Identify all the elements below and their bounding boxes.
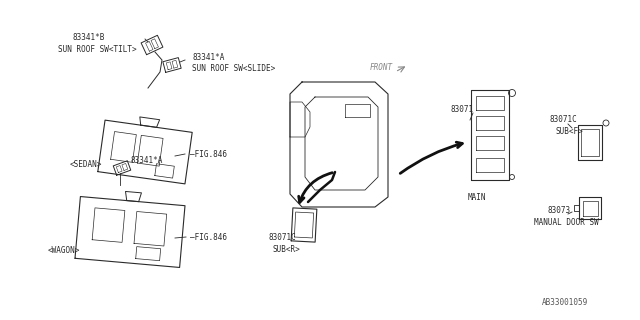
Text: <SEDAN>: <SEDAN> [70,160,102,169]
Text: AB33001059: AB33001059 [542,298,588,307]
Text: SUN ROOF SW<SLIDE>: SUN ROOF SW<SLIDE> [192,64,275,73]
Text: 83071: 83071 [450,105,473,114]
Text: SUB<F>: SUB<F> [556,127,584,136]
Text: 83071C: 83071C [268,233,296,242]
Text: <WAGON>: <WAGON> [48,246,81,255]
Text: SUB<R>: SUB<R> [272,245,300,254]
Text: MAIN: MAIN [468,193,486,202]
Text: SUN ROOF SW<TILT>: SUN ROOF SW<TILT> [58,45,136,54]
Text: 83073: 83073 [547,206,570,215]
Text: 83341*B: 83341*B [72,33,104,42]
Text: —FIG.846: —FIG.846 [190,150,227,159]
Text: 83341*A: 83341*A [192,53,225,62]
Text: —FIG.846: —FIG.846 [190,233,227,242]
Text: FRONT: FRONT [370,63,393,72]
Text: MANUAL DOOR SW: MANUAL DOOR SW [534,218,599,227]
Text: 83071C: 83071C [550,115,578,124]
Text: 83341*A: 83341*A [130,156,163,165]
